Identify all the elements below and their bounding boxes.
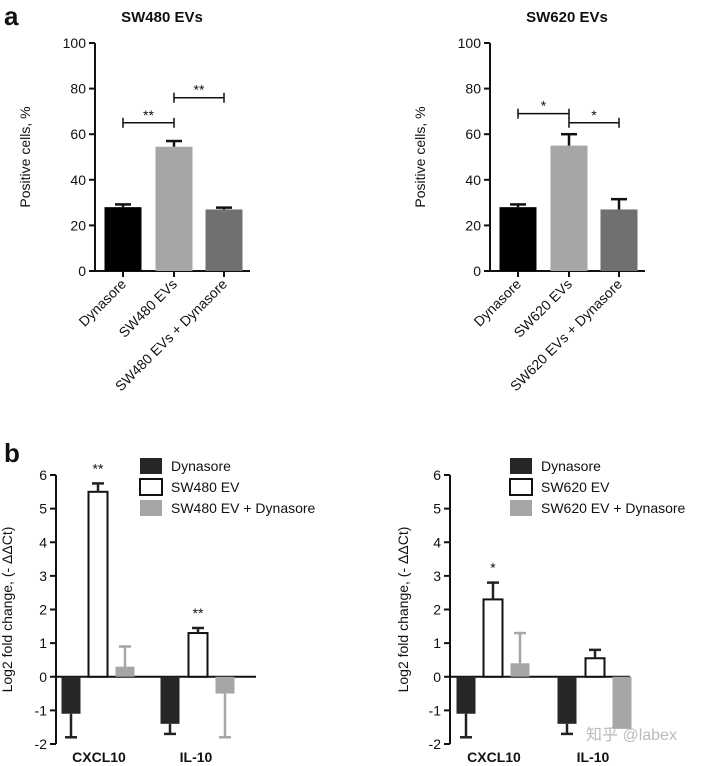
bar	[61, 676, 81, 714]
bar	[550, 145, 588, 271]
y-tick-label: 0	[473, 263, 481, 279]
bar	[115, 666, 135, 677]
legend-swatch	[140, 500, 162, 516]
legend-label: SW620 EV + Dynasore	[541, 500, 686, 516]
category-label: CXCL10	[467, 749, 521, 765]
legend-label: Dynasore	[541, 458, 601, 474]
bar	[584, 657, 606, 678]
y-tick-label: 4	[433, 534, 441, 550]
y-tick-label: 2	[39, 602, 47, 618]
y-tick-label: 6	[433, 467, 441, 483]
legend-swatch	[510, 500, 532, 516]
bar	[456, 676, 476, 714]
y-tick-label: 60	[465, 126, 481, 142]
y-tick-label: 80	[465, 81, 481, 97]
bar	[612, 676, 632, 729]
bar	[510, 663, 530, 677]
y-tick-label: 5	[39, 501, 47, 517]
y-tick-label: 40	[465, 172, 481, 188]
y-tick-label: 60	[70, 126, 86, 142]
significance-marker: *	[591, 107, 597, 123]
y-tick-label: 5	[433, 501, 441, 517]
bar	[187, 632, 209, 678]
legend-label: SW480 EV + Dynasore	[171, 500, 316, 516]
y-tick-label: 80	[70, 81, 86, 97]
significance-marker: *	[541, 98, 547, 114]
legend-label: SW620 EV	[541, 479, 610, 495]
y-tick-label: 1	[39, 635, 47, 651]
legend-label: SW480 EV	[171, 479, 240, 495]
panel-label-a: a	[4, 1, 19, 31]
bar	[87, 490, 109, 678]
y-axis-label: Positive cells, %	[412, 106, 428, 207]
significance-marker: *	[490, 560, 496, 576]
y-tick-label: 2	[433, 602, 441, 618]
bar	[557, 676, 577, 724]
category-label: CXCL10	[72, 749, 126, 765]
bar	[482, 598, 504, 678]
bar	[499, 207, 537, 271]
y-axis-label: Positive cells, %	[17, 106, 33, 207]
y-axis-label: Log2 fold change, (- ΔΔCt)	[0, 527, 15, 693]
category-label: IL-10	[180, 749, 213, 765]
legend-swatch	[510, 458, 532, 474]
bar	[155, 146, 193, 271]
y-tick-label: -1	[35, 702, 48, 718]
y-tick-label: 100	[458, 35, 482, 51]
category-label: Dynasore	[470, 276, 524, 330]
legend-swatch	[509, 478, 533, 496]
bar	[600, 209, 638, 271]
y-tick-label: 40	[70, 172, 86, 188]
legend-swatch	[139, 478, 163, 496]
watermark: 知乎 @labex	[586, 726, 677, 744]
y-tick-label: 4	[39, 534, 47, 550]
y-tick-label: -1	[429, 702, 442, 718]
panel-label-b: b	[4, 438, 20, 468]
chart-title: SW620 EVs	[526, 9, 608, 26]
bar	[205, 209, 243, 271]
bar	[215, 676, 235, 694]
bar	[104, 207, 142, 271]
category-label: IL-10	[577, 749, 610, 765]
y-tick-label: -2	[35, 736, 48, 752]
legend-swatch	[140, 458, 162, 474]
y-axis-label: Log2 fold change, (- ΔΔCt)	[395, 527, 411, 693]
y-tick-label: 1	[433, 635, 441, 651]
y-tick-label: 20	[70, 217, 86, 233]
y-tick-label: 3	[433, 568, 441, 584]
bar	[160, 676, 180, 724]
y-tick-label: 0	[39, 669, 47, 685]
y-tick-label: 6	[39, 467, 47, 483]
y-tick-label: 0	[78, 263, 86, 279]
y-tick-label: 20	[465, 217, 481, 233]
legend-label: Dynasore	[171, 458, 231, 474]
significance-marker: **	[143, 107, 154, 123]
significance-marker: **	[93, 460, 104, 476]
y-tick-label: -2	[429, 736, 442, 752]
significance-marker: **	[194, 82, 205, 98]
y-tick-label: 100	[63, 35, 87, 51]
chart-title: SW480 EVs	[121, 9, 203, 26]
category-label: Dynasore	[75, 276, 129, 330]
significance-marker: **	[193, 605, 204, 621]
y-tick-label: 3	[39, 568, 47, 584]
y-tick-label: 0	[433, 669, 441, 685]
